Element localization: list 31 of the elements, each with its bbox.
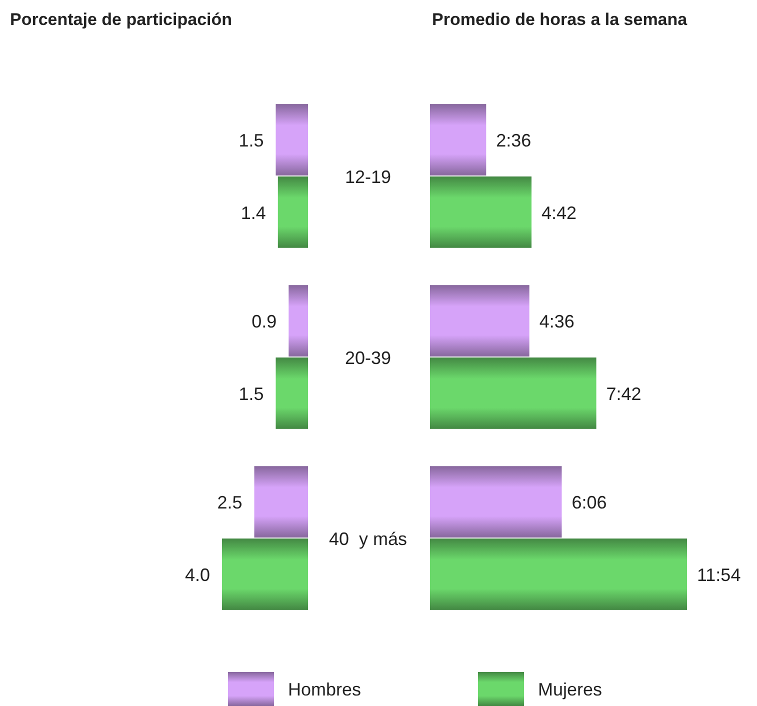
chart-title: Promedio de horas a la semana <box>432 10 688 29</box>
bar <box>276 104 308 176</box>
data-label: 0.9 <box>252 312 277 332</box>
chart-title: Porcentaje de participación <box>10 10 232 29</box>
bar <box>430 176 532 248</box>
y-tick-label: 20-39 <box>344 348 392 368</box>
y-tick-label: 12-19 <box>344 166 392 187</box>
bar <box>278 176 308 248</box>
data-label: 1.4 <box>240 202 266 223</box>
legend-label: Hombres <box>288 679 362 700</box>
bar <box>288 285 308 356</box>
data-label: 1.5 <box>238 384 264 404</box>
bar <box>430 104 486 176</box>
bar <box>430 285 530 356</box>
bar <box>276 358 308 429</box>
data-label: 2.5 <box>217 492 242 513</box>
bar <box>254 466 308 538</box>
data-label: 2:36 <box>496 130 532 151</box>
data-label: 7:42 <box>606 384 642 404</box>
bar <box>430 358 596 429</box>
data-label: 4:36 <box>539 312 574 332</box>
legend-label: Mujeres <box>538 679 602 700</box>
data-label: 4.0 <box>184 565 210 586</box>
data-label: 11:54 <box>697 565 741 586</box>
bar <box>430 466 562 538</box>
y-tick-label: 40 y más <box>328 528 408 549</box>
data-label: 4:42 <box>542 202 577 223</box>
data-label: 6:06 <box>572 492 607 513</box>
bar <box>430 538 687 610</box>
bar <box>222 538 308 610</box>
data-label: 1.5 <box>238 130 264 151</box>
